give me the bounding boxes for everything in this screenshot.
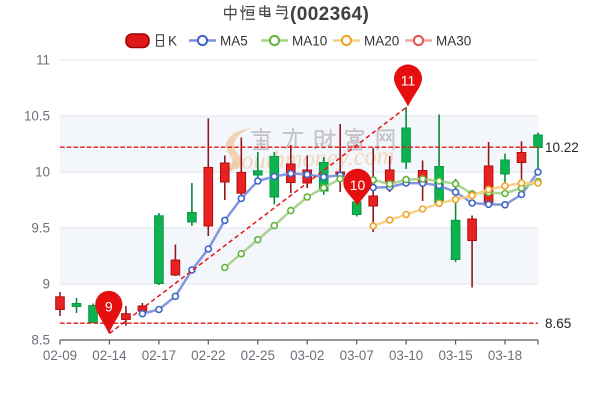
svg-text:03-02: 03-02 xyxy=(290,348,324,363)
svg-text:9: 9 xyxy=(43,277,50,292)
svg-text:10: 10 xyxy=(350,177,366,193)
svg-text:(002364): (002364) xyxy=(290,4,369,25)
svg-text:K: K xyxy=(168,34,177,49)
svg-text:9: 9 xyxy=(105,299,113,315)
svg-text:02-09: 02-09 xyxy=(43,348,77,363)
svg-text:9.5: 9.5 xyxy=(31,221,50,236)
svg-text:02-17: 02-17 xyxy=(142,348,176,363)
svg-text:03-18: 03-18 xyxy=(488,348,522,363)
svg-text:10.22: 10.22 xyxy=(545,140,579,155)
svg-text:03-15: 03-15 xyxy=(438,348,472,363)
svg-text:02-14: 02-14 xyxy=(92,348,127,363)
svg-text:10.5: 10.5 xyxy=(24,109,50,124)
svg-text:02-25: 02-25 xyxy=(241,348,275,363)
svg-text:03-07: 03-07 xyxy=(340,348,374,363)
svg-text:10: 10 xyxy=(35,165,50,180)
svg-text:02-22: 02-22 xyxy=(191,348,225,363)
svg-text:MA5: MA5 xyxy=(220,34,248,49)
svg-text:MA30: MA30 xyxy=(436,34,471,49)
svg-text:8.5: 8.5 xyxy=(31,333,50,348)
svg-text:MA20: MA20 xyxy=(364,34,399,49)
svg-text:MA10: MA10 xyxy=(292,34,327,49)
svg-text:11: 11 xyxy=(401,73,416,89)
svg-text:11: 11 xyxy=(36,53,50,68)
svg-text:8.65: 8.65 xyxy=(545,316,571,331)
svg-text:03-10: 03-10 xyxy=(389,348,423,363)
